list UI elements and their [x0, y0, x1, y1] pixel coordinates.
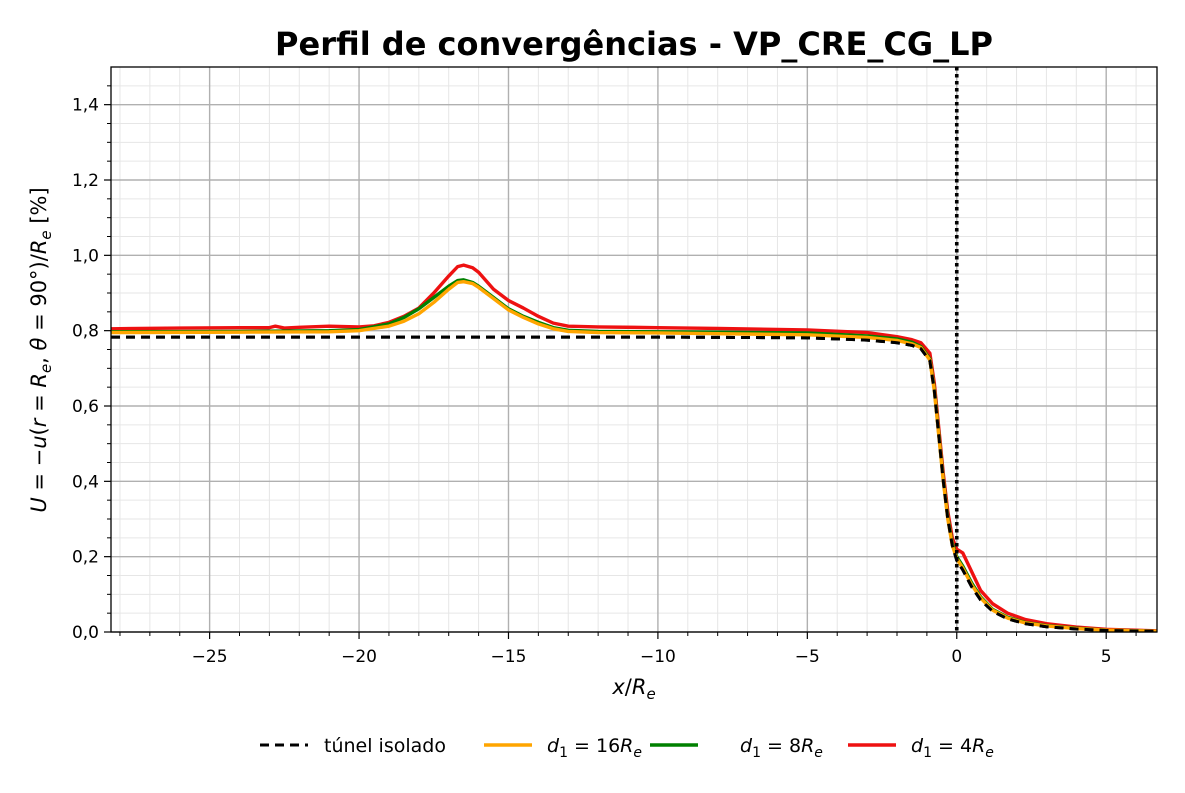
ylabel-part: θ [27, 337, 51, 350]
ylabel-part: r [27, 417, 51, 427]
x-tick-label: −20 [341, 647, 377, 667]
xlabel-x: x [611, 675, 625, 699]
x-tick-label: −5 [795, 647, 820, 667]
legend-e: e [633, 745, 642, 761]
legend-eq: = 16 [568, 735, 620, 757]
y-tick-label: 0,0 [72, 623, 99, 643]
ylabel-part: ( [27, 427, 51, 435]
legend-label-0: túnel isolado [324, 735, 446, 757]
legend-label-3: d1 = 4Re [911, 735, 994, 761]
x-tick-label: −15 [491, 647, 527, 667]
legend-sub: 1 [752, 745, 761, 761]
legend-d: d [740, 735, 753, 757]
x-axis-label-text: x/Re [611, 675, 655, 703]
y-tick-label: 0,6 [72, 397, 99, 417]
series-line-3 [111, 263, 1157, 632]
ylabel-part: [%] [27, 187, 51, 230]
legend-d: d [911, 735, 924, 757]
plot-area: −25 −20 −15 −10 −5 0 5 0,0 0,2 0,4 0,6 0,8 1,0 1,2 1,4 [72, 66, 1158, 667]
legend-R: R [620, 735, 633, 757]
y-tick-label: 0,4 [72, 472, 99, 492]
xlabel-e: e [646, 685, 655, 703]
ylabel-part: = 90°)/ [27, 253, 51, 337]
ylabel-part: = − [27, 449, 51, 498]
x-tick-label: 5 [1101, 647, 1112, 667]
legend-label-2: d1 = 8Re [740, 735, 823, 761]
legend-eq: = 4 [932, 735, 972, 757]
y-tick-label: 0,8 [72, 322, 99, 342]
xlabel-R: R [632, 675, 647, 699]
legend-eq: = 8 [761, 735, 801, 757]
y-tick-label: 0,2 [72, 548, 99, 568]
y-axis-label: U = −u(r = Re, θ = 90°)/Re [%] [27, 187, 55, 512]
ylabel-part: R [27, 373, 51, 388]
xlabel-slash: / [625, 675, 633, 699]
legend-sub: 1 [923, 745, 932, 761]
legend-R: R [801, 735, 814, 757]
ylabel-part: e [37, 230, 55, 239]
chart-title: Perfil de convergências - VP_CRE_CG_LP [275, 25, 993, 63]
x-tick-label: −25 [192, 647, 228, 667]
legend-e: e [814, 745, 823, 761]
x-tick-label: 0 [951, 647, 962, 667]
ylabel-part: , [27, 350, 51, 363]
x-axis-label: x/Re [611, 675, 655, 703]
y-tick-label: 1,0 [72, 246, 99, 266]
legend: túnel isolado d1 = 16Re d1 = 8Re d1 = 4Re [260, 735, 994, 761]
legend-label-1: d1 = 16Re [547, 735, 642, 761]
ticks: −25 −20 −15 −10 −5 0 5 0,0 0,2 0,4 0,6 0,8 1,0 1,2 1,4 [72, 85, 1137, 667]
legend-e: e [985, 745, 994, 761]
series-group [111, 263, 1157, 632]
ylabel-part: U [27, 497, 51, 512]
legend-d: d [547, 735, 560, 757]
y-tick-label: 1,2 [72, 171, 99, 191]
y-axis-label-text: U = −u(r = Re, θ = 90°)/Re [%] [27, 187, 55, 512]
ylabel-part: = [27, 388, 51, 419]
ylabel-part: R [27, 240, 51, 255]
minor-grid [111, 67, 1157, 632]
ylabel-part: u [27, 435, 51, 448]
legend-sub: 1 [559, 745, 568, 761]
series-line-isolated-top [111, 335, 1157, 632]
ylabel-part: e [37, 364, 55, 373]
legend-R: R [972, 735, 985, 757]
x-tick-label: −10 [640, 647, 676, 667]
y-tick-label: 1,4 [72, 96, 99, 116]
